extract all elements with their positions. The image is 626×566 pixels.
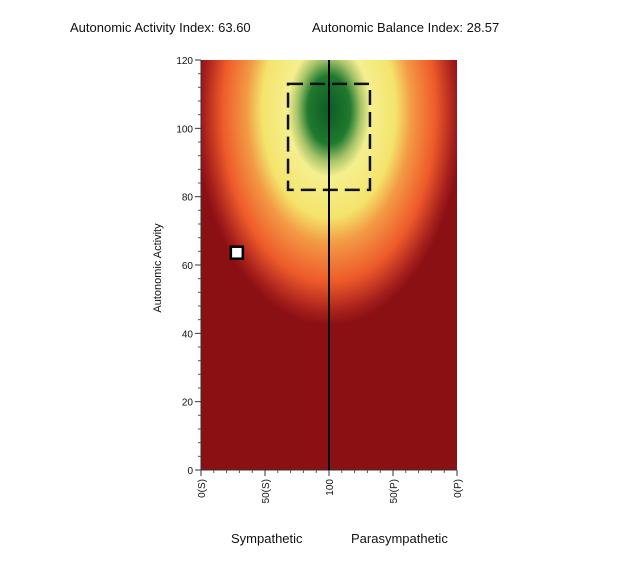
y-tick-label: 0 bbox=[187, 466, 193, 477]
autonomic-balance-index: Autonomic Balance Index: 28.57 bbox=[312, 20, 500, 35]
autonomic-activity-index: Autonomic Activity Index: 63.60 bbox=[70, 20, 251, 35]
y-axis-title: Autonomic Activity bbox=[152, 223, 164, 313]
y-tick-label: 40 bbox=[182, 329, 194, 340]
y-tick-label: 80 bbox=[182, 193, 194, 204]
x-tick-label: 100 bbox=[325, 479, 336, 496]
x-tick-label: 50(S) bbox=[261, 479, 272, 503]
axes: 0 20 40 60 80 100 120 0(S) 50(S) 100 50(P) 0(P) bbox=[176, 56, 464, 503]
y-tick-label: 60 bbox=[182, 261, 194, 272]
y-tick-label: 100 bbox=[176, 124, 193, 135]
patient-marker bbox=[229, 245, 245, 260]
y-tick-label: 120 bbox=[176, 56, 193, 67]
x-tick-label: 50(P) bbox=[389, 479, 400, 503]
x-tick-label: 0(S) bbox=[197, 479, 208, 498]
parasympathetic-label: Parasympathetic bbox=[351, 531, 448, 546]
x-tick-label: 0(P) bbox=[453, 479, 464, 498]
y-tick-label: 20 bbox=[182, 398, 194, 409]
sympathetic-label: Sympathetic bbox=[231, 531, 303, 546]
